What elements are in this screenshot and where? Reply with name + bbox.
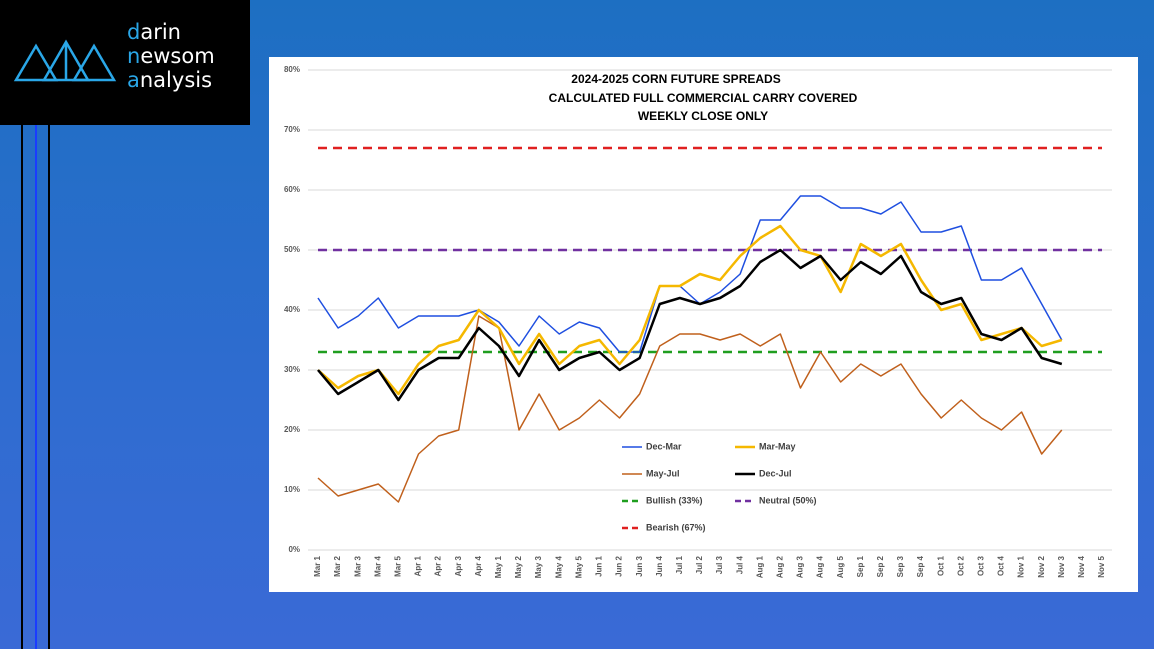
- y-tick-label: 10%: [284, 485, 300, 494]
- logo-line: analysis: [127, 68, 213, 92]
- legend-label: Mar-May: [759, 441, 796, 451]
- x-tick-label: Apr 1: [414, 555, 423, 576]
- x-tick-label: Mar 3: [353, 555, 362, 576]
- x-tick-label: Apr 4: [474, 555, 483, 576]
- legend-label: Dec-Jul: [759, 468, 792, 478]
- logo: darin newsom analysis: [0, 0, 250, 125]
- legend-label: Bullish (33%): [646, 495, 703, 505]
- x-tick-label: Nov 5: [1097, 555, 1106, 577]
- legend-label: Dec-Mar: [646, 441, 682, 451]
- x-tick-label: May 2: [514, 555, 523, 578]
- x-tick-label: Apr 3: [454, 555, 463, 576]
- x-tick-label: Aug 3: [796, 555, 805, 578]
- x-tick-label: Jun 1: [595, 555, 604, 576]
- x-tick-label: Sep 2: [876, 555, 885, 577]
- y-tick-label: 20%: [284, 425, 300, 434]
- y-tick-label: 70%: [284, 125, 300, 134]
- x-tick-label: Jul 2: [695, 555, 704, 574]
- x-tick-label: Mar 4: [373, 555, 382, 576]
- x-tick-label: Oct 3: [976, 555, 985, 576]
- x-tick-label: Oct 1: [936, 555, 945, 576]
- series-line: [317, 224, 1063, 396]
- x-tick-label: Oct 2: [956, 555, 965, 576]
- x-tick-label: Jun 3: [635, 555, 644, 576]
- x-tick-label: Aug 5: [836, 555, 845, 578]
- y-tick-label: 60%: [284, 185, 300, 194]
- chart-title: 2024-2025 CORN FUTURE SPREADS: [571, 72, 780, 86]
- y-tick-label: 0%: [288, 545, 300, 554]
- series-line: [317, 315, 1063, 503]
- x-tick-label: Apr 2: [434, 555, 443, 576]
- logo-icon: [13, 39, 117, 82]
- series-line: [317, 248, 1063, 402]
- x-tick-label: Jul 4: [735, 555, 744, 574]
- x-tick-label: Nov 4: [1077, 555, 1086, 577]
- x-tick-label: Sep 3: [896, 555, 905, 577]
- x-tick-label: Aug 1: [755, 555, 764, 578]
- x-tick-label: Mar 5: [394, 555, 403, 576]
- x-tick-label: Mar 2: [333, 555, 342, 576]
- y-tick-label: 30%: [284, 365, 300, 374]
- legend-label: Neutral (50%): [759, 495, 817, 505]
- x-tick-label: May 3: [534, 555, 543, 578]
- x-tick-label: Oct 4: [997, 555, 1006, 576]
- chart-panel: [269, 57, 1138, 592]
- x-tick-label: Jul 3: [715, 555, 724, 574]
- legend-label: Bearish (67%): [646, 522, 706, 532]
- y-tick-label: 40%: [284, 305, 300, 314]
- y-tick-label: 50%: [284, 245, 300, 254]
- x-tick-label: Nov 3: [1057, 555, 1066, 577]
- x-tick-label: Sep 1: [856, 555, 865, 577]
- chart-title: WEEKLY CLOSE ONLY: [638, 109, 768, 123]
- x-tick-label: May 4: [554, 555, 563, 578]
- y-tick-label: 80%: [284, 65, 300, 74]
- chart-title: CALCULATED FULL COMMERCIAL CARRY COVERED: [549, 91, 858, 105]
- x-tick-label: Aug 2: [775, 555, 784, 578]
- x-tick-label: Jun 2: [615, 555, 624, 576]
- x-tick-label: Nov 1: [1017, 555, 1026, 577]
- x-tick-label: Sep 4: [916, 555, 925, 577]
- x-tick-label: Jun 4: [655, 555, 664, 576]
- x-tick-label: Nov 2: [1037, 555, 1046, 577]
- x-tick-label: Mar 1: [313, 555, 322, 576]
- x-tick-label: Aug 4: [816, 555, 825, 578]
- series-line: [317, 195, 1063, 353]
- logo-line: newsom: [127, 44, 215, 68]
- logo-line: darin: [127, 20, 181, 44]
- x-tick-label: Jul 1: [675, 555, 684, 574]
- x-tick-label: May 5: [574, 555, 583, 578]
- legend-label: May-Jul: [646, 468, 680, 478]
- logo-text: darin newsom analysis: [127, 20, 215, 92]
- x-tick-label: May 1: [494, 555, 503, 578]
